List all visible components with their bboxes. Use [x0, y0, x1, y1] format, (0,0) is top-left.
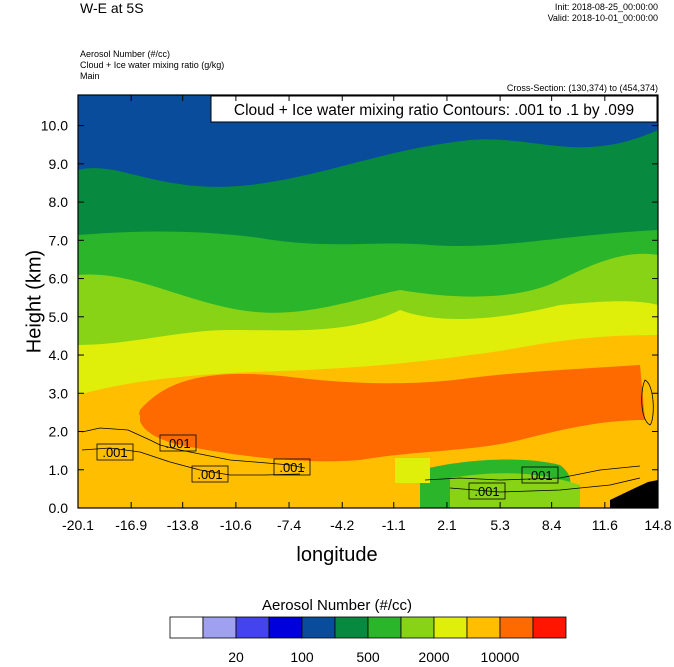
colorbar-swatch — [499, 616, 534, 639]
y-tick-label: 10.0 — [41, 118, 68, 134]
field-label-cloud: Cloud + Ice water mixing ratio (g/kg) — [80, 60, 225, 70]
colorbar-swatch — [532, 616, 567, 639]
x-axis-label: longitude — [296, 544, 378, 566]
contour-label: .001 — [279, 460, 304, 475]
x-tick-label: -13.8 — [167, 517, 199, 533]
contour-label: .001 — [197, 467, 222, 482]
colorbar-label: 20 — [228, 649, 244, 665]
time-info: Init: 2018-08-25_00:00:00 Valid: 2018-10… — [548, 2, 658, 24]
y-tick-label: 3.0 — [49, 385, 69, 401]
field-label-aerosol: Aerosol Number (#/cc) — [80, 49, 171, 59]
colorbar-title: Aerosol Number (#/cc) — [261, 597, 413, 614]
colorbar-label: 500 — [356, 649, 380, 665]
field-patch-yellow — [395, 458, 430, 483]
x-tick-label: 8.4 — [542, 517, 562, 533]
contour-label-box — [273, 458, 311, 476]
contour-label: .001 — [165, 436, 190, 451]
contour-title: Cloud + Ice water mixing ratio Contours:… — [234, 102, 634, 119]
x-axis: -20.1 -16.9 -13.8 -10.6 -7.4 -4.2 -1.1 2.1 5.3 8.… — [62, 95, 672, 533]
y-axis: 0.0 1.0 2.0 3.0 4.0 5.0 6.0 7.0 8.0 9.0 10.0 — [41, 118, 658, 516]
y-tick-label: 6.0 — [49, 271, 69, 287]
colorbar-swatch — [235, 616, 270, 639]
y-tick-label: 0.0 — [49, 500, 69, 516]
x-tick-label: -16.9 — [115, 517, 147, 533]
colorbar-swatch — [367, 616, 402, 639]
colorbar-label: 10000 — [481, 649, 520, 665]
y-tick-label: 2.0 — [49, 424, 69, 440]
contour-line-4 — [449, 477, 641, 493]
contour-label: .001 — [527, 468, 552, 483]
colorbar-swatch — [268, 616, 303, 639]
colorbar: 20 100 500 2000 10000 — [169, 616, 567, 665]
cloud-contours — [81, 379, 654, 493]
y-tick-label: 5.0 — [49, 309, 69, 325]
contour-label: .001 — [474, 484, 499, 499]
contour-label-box — [468, 482, 506, 500]
colorbar-swatch — [334, 616, 369, 639]
plot-frame — [77, 94, 659, 509]
colorbar-swatch — [400, 616, 435, 639]
contour-line-2 — [81, 447, 301, 476]
colorbar-swatch — [202, 616, 237, 639]
contour-labels: .001 .001 .001 .001 .001 .001 — [96, 434, 559, 500]
valid-time: Valid: 2018-10-01_00:00:00 — [547, 13, 658, 23]
colorbar-swatch — [301, 616, 336, 639]
x-tick-label: 14.8 — [644, 517, 671, 533]
cross-section-label: Cross-Section: (130,374) to (454,374) — [506, 83, 658, 93]
field-labels: Aerosol Number (#/cc) Cloud + Ice water … — [80, 49, 224, 82]
contour-label-box — [521, 466, 559, 484]
x-tick-label: 2.1 — [437, 517, 457, 533]
x-tick-label: -7.4 — [277, 517, 301, 533]
y-tick-label: 8.0 — [49, 194, 69, 210]
x-tick-label: -1.1 — [382, 517, 406, 533]
contour-label-box — [96, 443, 134, 461]
x-tick-label: -10.6 — [220, 517, 252, 533]
contour-label-box — [159, 434, 197, 452]
colorbar-label: 2000 — [418, 649, 449, 665]
y-axis-label: Height (km) — [23, 249, 46, 354]
field-label-main: Main — [80, 71, 100, 81]
colorbar-swatch — [433, 616, 468, 639]
y-tick-label: 7.0 — [49, 232, 69, 248]
colorbar-swatch — [466, 616, 501, 639]
contour-label-box — [191, 465, 229, 483]
contour-line-5 — [641, 379, 654, 426]
contour-label: .001 — [102, 445, 127, 460]
x-tick-label: -4.2 — [330, 517, 354, 533]
y-tick-label: 1.0 — [49, 462, 69, 478]
colorbar-swatch — [169, 616, 204, 639]
heatmap-field — [78, 95, 658, 508]
field-patch-orange — [78, 415, 140, 445]
field-band-red-orange — [139, 365, 645, 462]
contour-title-box: Cloud + Ice water mixing ratio Contours:… — [210, 95, 658, 123]
x-tick-label: 5.3 — [490, 517, 510, 533]
x-tick-label: 11.6 — [592, 517, 618, 533]
contour-line-1 — [81, 427, 306, 469]
init-time: Init: 2018-08-25_00:00:00 — [554, 2, 658, 12]
colorbar-label: 100 — [290, 649, 314, 665]
x-tick-label: -20.1 — [62, 517, 94, 533]
contour-line-3 — [424, 465, 641, 481]
y-tick-label: 9.0 — [49, 156, 69, 172]
terrain — [610, 480, 658, 508]
plot-title: W-E at 5S — [80, 0, 144, 16]
y-tick-label: 4.0 — [49, 347, 69, 363]
